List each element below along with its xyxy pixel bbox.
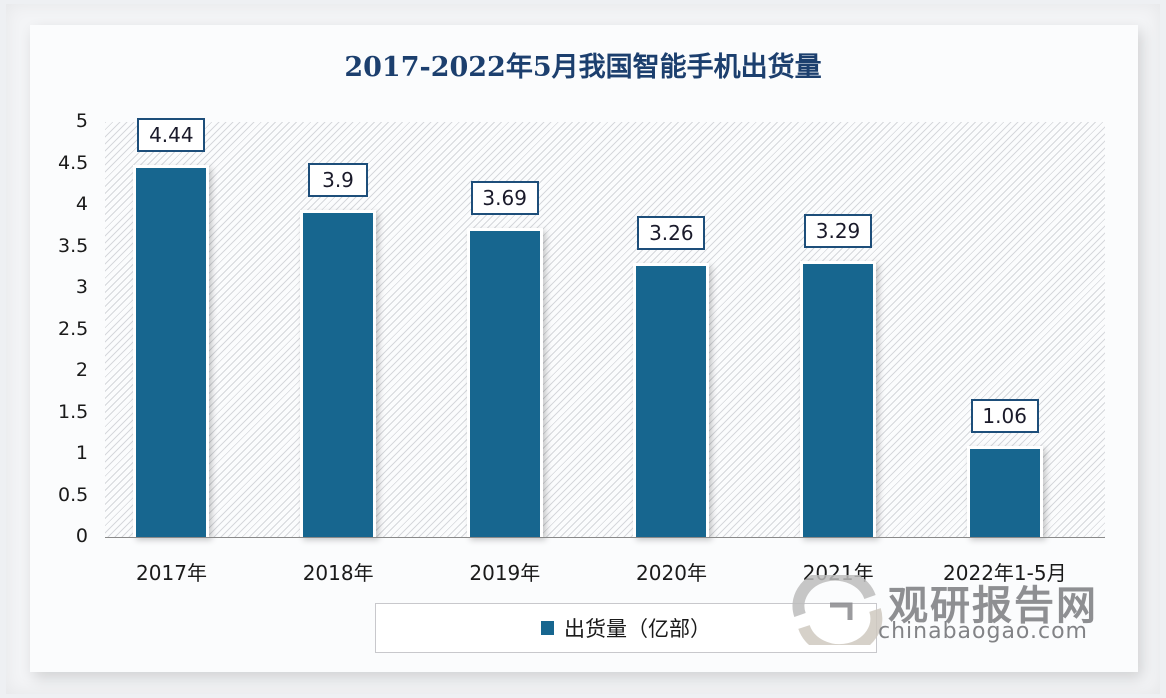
x-tick-label: 2017年	[136, 561, 207, 585]
watermark: 观研报告网 chinabaogao.com	[790, 565, 1120, 655]
data-label: 3.69	[470, 180, 539, 215]
y-tick-label: 2	[75, 359, 88, 381]
x-tick-label: 2018年	[302, 561, 374, 585]
x-tick-label: 2022年1-5月	[943, 561, 1067, 585]
y-tick-label: 3.5	[58, 234, 89, 257]
data-label: 3.9	[308, 163, 368, 198]
legend-label: 出货量（亿部）	[564, 617, 711, 641]
legend-swatch	[541, 621, 554, 635]
y-tick-label: 5	[75, 110, 88, 132]
data-label: 1.06	[970, 399, 1039, 434]
bar	[469, 230, 540, 537]
data-label: 3.26	[637, 216, 706, 251]
y-tick-label: 0	[75, 525, 88, 547]
chart-title: 2017-2022年5月我国智能手机出货量	[344, 52, 822, 83]
x-tick-label: 2020年	[636, 561, 707, 585]
y-tick-label: 4	[75, 193, 88, 215]
plot-area	[105, 122, 1105, 537]
y-tick-label: 1.5	[58, 400, 89, 423]
bar	[303, 213, 373, 537]
y-tick-label: 2.5	[58, 317, 89, 340]
x-tick-label: 2019年	[469, 561, 541, 585]
y-tick-label: 1	[75, 442, 88, 464]
watermark-cn: 观研报告网	[888, 583, 1098, 629]
y-tick-label: 3	[75, 276, 88, 298]
bar	[136, 168, 207, 537]
chinabaogao-logo-icon	[792, 575, 883, 645]
data-label: 4.44	[137, 118, 206, 153]
bar	[636, 266, 707, 537]
watermark-en: chinabaogao.com	[878, 619, 1088, 644]
x-axis-line	[105, 537, 1105, 538]
data-label: 3.29	[804, 213, 872, 248]
bar	[969, 449, 1040, 537]
bar	[803, 263, 873, 537]
y-tick-label: 4.5	[58, 151, 89, 174]
y-tick-label: 0.5	[58, 483, 89, 506]
